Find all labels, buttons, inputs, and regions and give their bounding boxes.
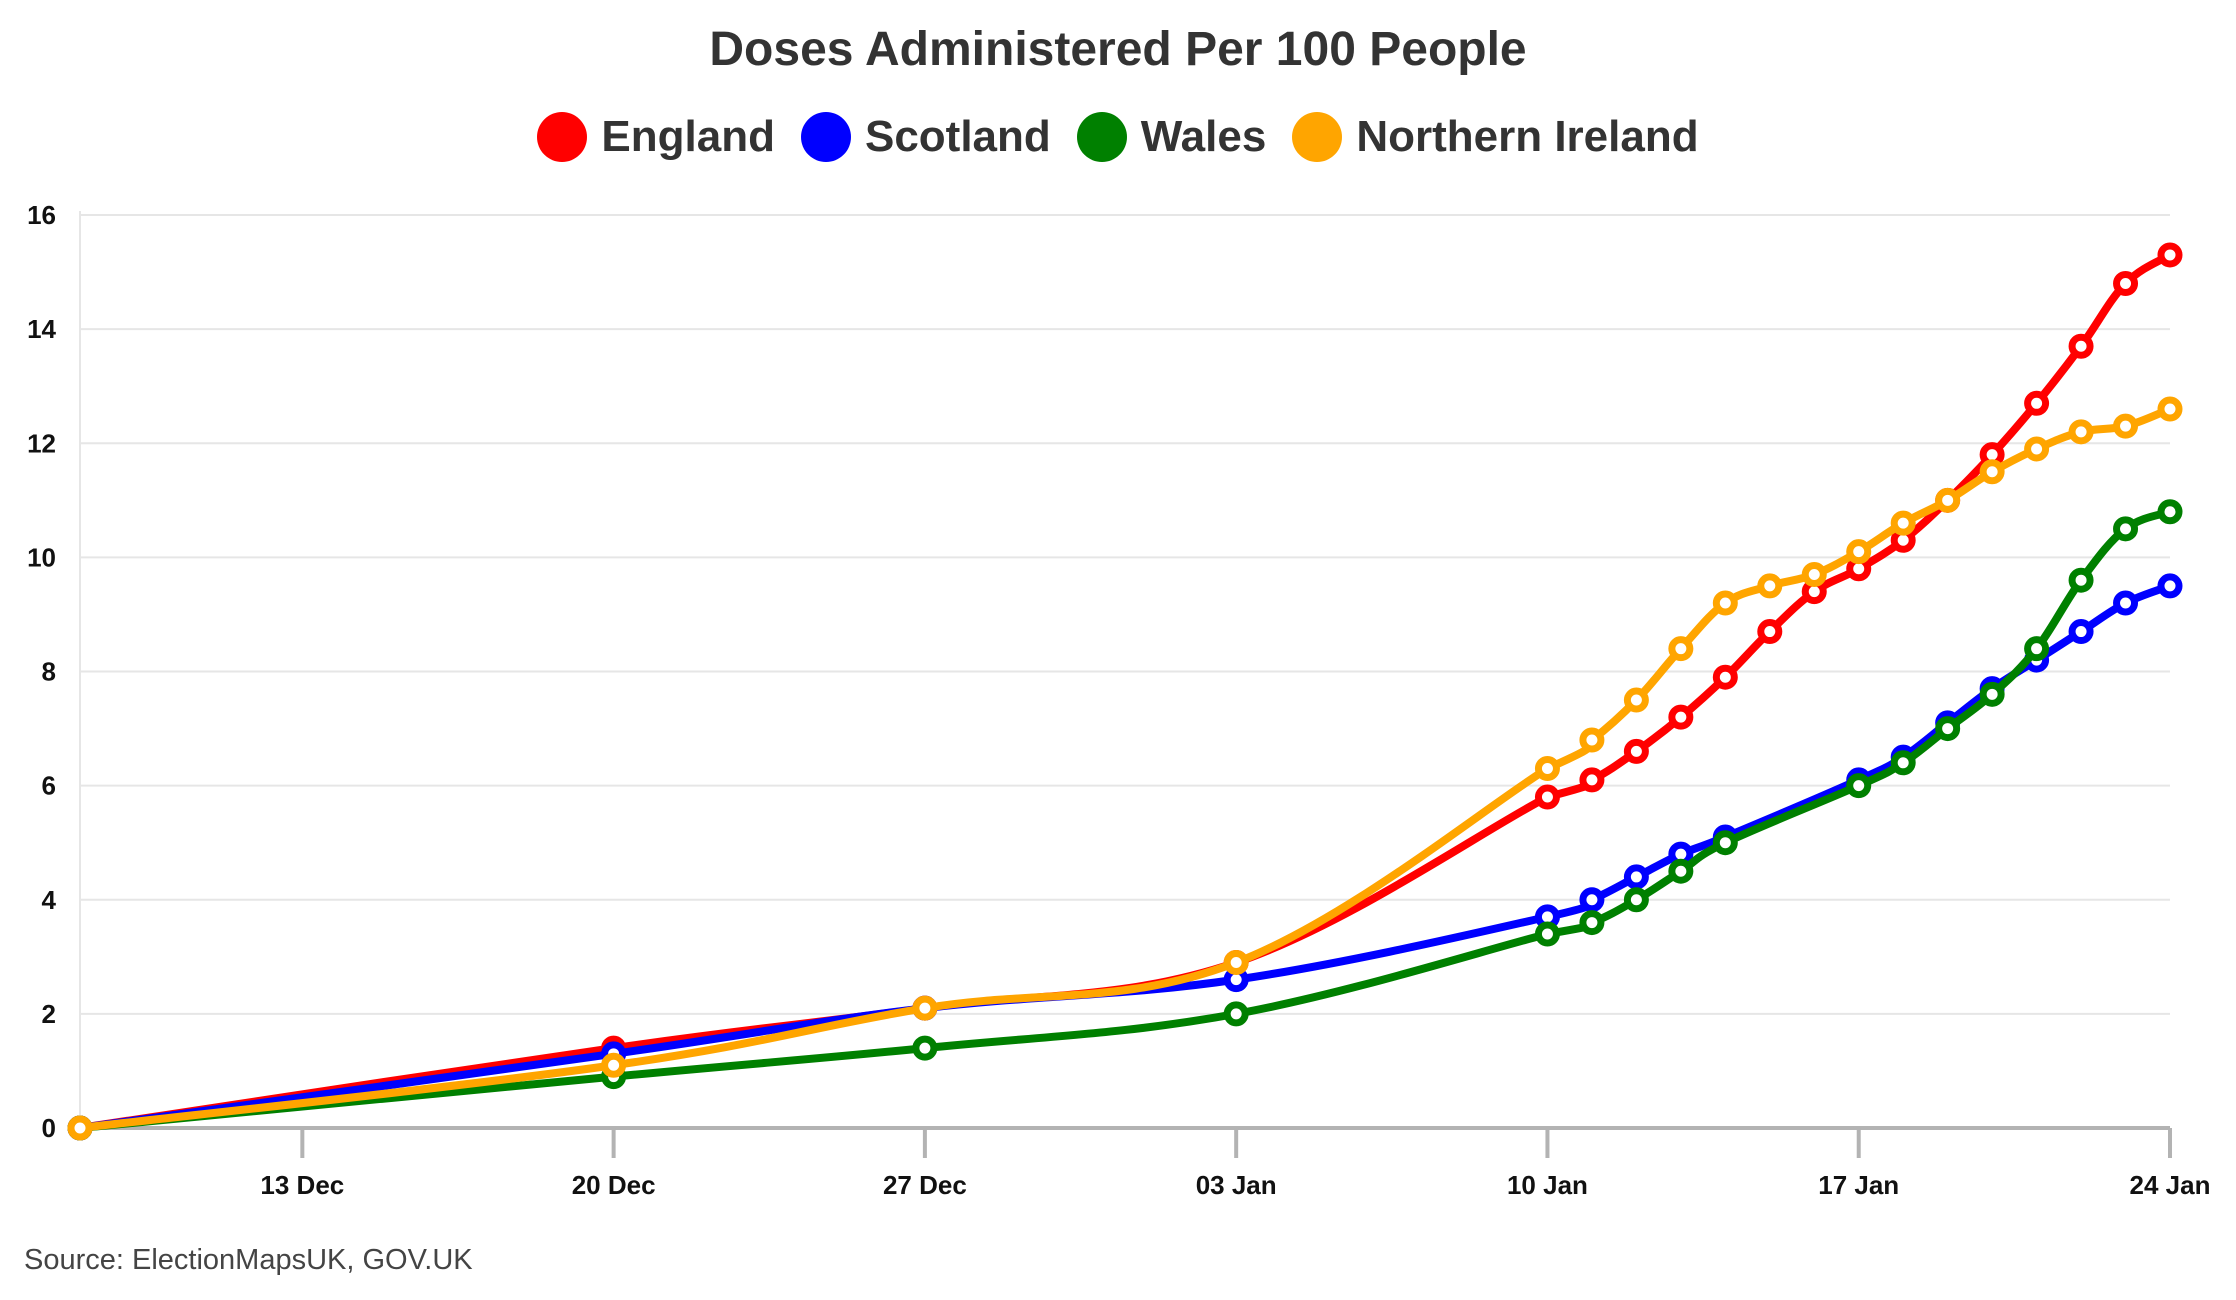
data-point-northern-ireland-13: [1935, 487, 1961, 513]
data-point-wales-11: [1935, 716, 1961, 742]
data-point-england-18: [2157, 242, 2183, 268]
data-point-scotland-15: [2113, 590, 2139, 616]
data-point-scotland-14: [2068, 619, 2094, 645]
legend-swatch-england: [537, 112, 588, 162]
y-tick-label-12: 12: [27, 428, 56, 458]
y-tick-label-2: 2: [42, 999, 56, 1029]
y-tick-label-4: 4: [42, 885, 57, 915]
data-point-northern-ireland-11: [1846, 539, 1872, 565]
x-tick-label-3: 03 Jan: [1196, 1170, 1277, 1200]
data-point-wales-3: [1223, 1001, 1249, 1027]
data-point-england-6: [1623, 738, 1649, 764]
data-point-northern-ireland-16: [2068, 419, 2094, 445]
data-point-england-8: [1712, 664, 1738, 690]
legend-label-england: England: [601, 112, 775, 161]
data-point-wales-13: [2024, 636, 2050, 662]
data-point-scotland-5: [1579, 887, 1605, 913]
chart-title: Doses Administered Per 100 People: [709, 23, 1527, 76]
data-point-northern-ireland-12: [1890, 510, 1916, 536]
legend-item-wales[interactable]: Wales: [1076, 112, 1267, 162]
legend: England Scotland Wales Northern Ireland: [0, 112, 2236, 162]
data-point-northern-ireland-2: [912, 995, 938, 1021]
data-point-northern-ireland-1: [601, 1052, 627, 1078]
data-point-northern-ireland-18: [2157, 396, 2183, 422]
data-point-wales-15: [2113, 516, 2139, 542]
y-tick-label-6: 6: [42, 771, 56, 801]
legend-swatch-northern-ireland: [1292, 112, 1343, 162]
data-point-northern-ireland-6: [1623, 687, 1649, 713]
y-tick-label-10: 10: [27, 542, 56, 572]
data-point-northern-ireland-17: [2113, 413, 2139, 439]
x-tick-label-2: 27 Dec: [883, 1170, 967, 1200]
data-point-england-7: [1668, 704, 1694, 730]
legend-label-wales: Wales: [1140, 112, 1267, 161]
data-point-northern-ireland-14: [1979, 459, 2005, 485]
data-point-scotland-16: [2157, 573, 2183, 599]
y-tick-label-0: 0: [42, 1113, 56, 1143]
data-point-northern-ireland-4: [1534, 756, 1560, 782]
x-tick-label-6: 24 Jan: [2130, 1170, 2211, 1200]
data-point-wales-7: [1668, 858, 1694, 884]
data-point-wales-9: [1846, 773, 1872, 799]
data-point-wales-2: [912, 1035, 938, 1061]
series-line-england: [76, 250, 2174, 1132]
legend-label-scotland: Scotland: [864, 112, 1051, 161]
data-point-northern-ireland-7: [1668, 636, 1694, 662]
source-note: Source: ElectionMapsUK, GOV.UK: [24, 1244, 473, 1276]
data-point-northern-ireland-15: [2024, 436, 2050, 462]
legend-swatch-scotland: [800, 112, 851, 162]
data-point-wales-16: [2157, 499, 2183, 525]
data-point-scotland-6: [1623, 864, 1649, 890]
data-point-wales-5: [1579, 910, 1605, 936]
x-tick-label-4: 10 Jan: [1507, 1170, 1588, 1200]
legend-item-scotland[interactable]: Scotland: [800, 112, 1051, 162]
data-point-england-9: [1757, 619, 1783, 645]
data-point-england-5: [1579, 767, 1605, 793]
data-point-northern-ireland-0: [67, 1115, 93, 1141]
data-point-england-4: [1534, 784, 1560, 810]
x-tick-label-0: 13 Dec: [260, 1170, 344, 1200]
data-point-northern-ireland-8: [1712, 590, 1738, 616]
y-tick-label-14: 14: [27, 314, 56, 344]
legend-label-northern-ireland: Northern Ireland: [1356, 112, 1699, 161]
data-point-wales-4: [1534, 921, 1560, 947]
x-tick-label-1: 20 Dec: [572, 1170, 656, 1200]
data-point-northern-ireland-5: [1579, 727, 1605, 753]
y-tick-label-16: 16: [27, 200, 56, 230]
legend-item-england[interactable]: England: [537, 112, 775, 162]
legend-swatch-wales: [1076, 112, 1127, 162]
legend-item-northern-ireland[interactable]: Northern Ireland: [1292, 112, 1699, 162]
series-line-wales: [76, 507, 2174, 1132]
data-point-wales-6: [1623, 887, 1649, 913]
data-point-england-16: [2068, 333, 2094, 359]
data-point-wales-8: [1712, 830, 1738, 856]
data-point-northern-ireland-3: [1223, 950, 1249, 976]
y-tick-label-8: 8: [42, 657, 56, 687]
data-point-wales-12: [1979, 681, 2005, 707]
series-line-scotland: [76, 581, 2174, 1132]
data-point-wales-10: [1890, 750, 1916, 776]
data-point-england-17: [2113, 270, 2139, 296]
data-point-northern-ireland-9: [1757, 573, 1783, 599]
data-point-england-15: [2024, 390, 2050, 416]
data-point-northern-ireland-10: [1801, 561, 1827, 587]
data-point-wales-14: [2068, 567, 2094, 593]
x-tick-label-5: 17 Jan: [1818, 1170, 1899, 1200]
